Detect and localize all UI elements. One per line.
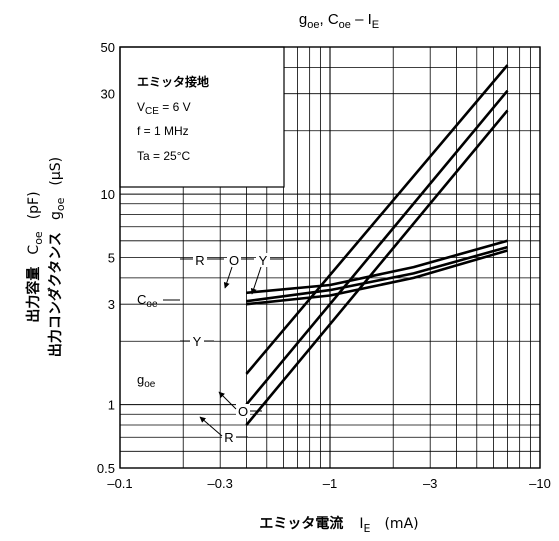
arrow-upper-Y — [250, 266, 262, 295]
annotation-upper-R: R — [195, 253, 204, 268]
condition-vce: VCE = 6 V — [137, 100, 191, 117]
arrow-lower-O — [218, 391, 237, 410]
conditions-box — [119, 46, 285, 188]
conditions-heading: エミッタ接地 — [137, 74, 209, 89]
x-tick-label: –10 — [529, 476, 551, 491]
arrow-lower-R — [199, 416, 223, 437]
plot-frame — [119, 46, 541, 469]
svg-text:出力容量Coe(pF): 出力容量Coe(pF) — [25, 191, 45, 322]
condition-ta: Ta = 25°C — [137, 149, 190, 163]
annotation-goe: goe — [137, 372, 156, 390]
chart-title: goe, Coe – IE — [299, 11, 379, 31]
condition-frequency: f = 1 MHz — [137, 124, 189, 138]
annotation-upper-Y: Y — [259, 253, 268, 268]
axis-ticks: –0.1 –0.3 –1 –3 –10 0.5 1 3 5 10 30 50 — [97, 40, 551, 491]
x-tick-label: –3 — [423, 476, 437, 491]
annotation-coe: Coe — [137, 292, 158, 310]
annotation-upper-O: O — [229, 253, 239, 268]
x-axis-label: エミッタ電流 IE (mA) — [259, 515, 418, 535]
y-tick-label: 0.5 — [97, 461, 115, 476]
x-tick-label: –1 — [323, 476, 337, 491]
y-axis-label-line2: 出力コンダクタンスgoe(μS) — [47, 157, 67, 357]
arrow-upper-O — [223, 266, 233, 289]
annotation-lower-O: O — [238, 404, 248, 419]
annotation-lower-R: R — [224, 430, 233, 445]
x-tick-label: –0.1 — [107, 476, 132, 491]
series-coe-o — [246, 245, 508, 303]
series-layer — [245, 64, 509, 426]
series-coe-r — [246, 239, 508, 295]
y-tick-label: 50 — [101, 40, 115, 55]
y-tick-label: 5 — [108, 251, 115, 266]
annotations: R O Y Coe Y goe O R — [137, 253, 284, 445]
y-tick-label: 3 — [108, 297, 115, 312]
svg-text:出力コンダクタンスgoe(μS): 出力コンダクタンスgoe(μS) — [47, 157, 67, 357]
series-goe-o — [245, 89, 509, 406]
y-tick-label: 30 — [101, 87, 115, 102]
series-coe-y — [246, 249, 508, 306]
series-goe-r — [245, 109, 509, 426]
annotation-mid-Y: Y — [193, 334, 202, 349]
series-goe-y — [245, 64, 509, 375]
y-tick-label: 1 — [108, 398, 115, 413]
x-tick-label: –0.3 — [208, 476, 233, 491]
y-axis-label-line1: 出力容量Coe(pF) — [25, 191, 45, 322]
y-tick-label: 10 — [101, 187, 115, 202]
